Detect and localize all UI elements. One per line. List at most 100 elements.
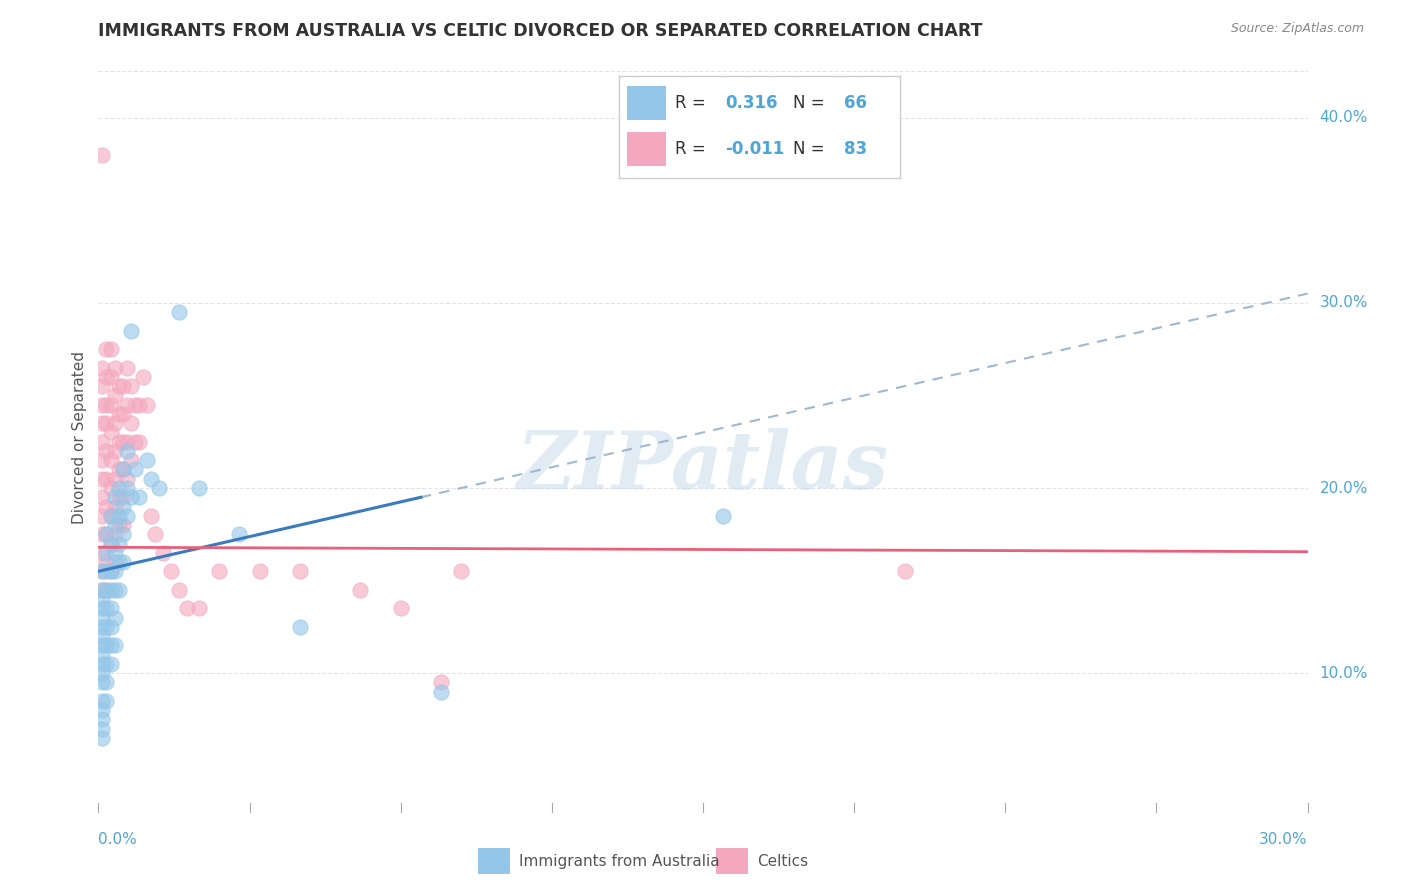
Text: 20.0%: 20.0% <box>1320 481 1368 495</box>
Text: N =: N = <box>793 140 830 158</box>
Point <box>111 462 134 476</box>
Point <box>115 508 138 523</box>
Point <box>124 434 146 449</box>
Point <box>100 657 122 671</box>
Point <box>91 592 114 607</box>
Point <box>111 462 134 476</box>
Point <box>96 527 118 541</box>
Point <box>91 416 114 430</box>
Point <box>111 407 134 421</box>
Point <box>103 360 125 375</box>
Point <box>893 565 915 579</box>
Text: 83: 83 <box>844 140 866 158</box>
Bar <box>478 848 509 874</box>
Point <box>107 481 129 495</box>
Point <box>96 416 118 430</box>
Point <box>91 398 114 412</box>
Point <box>107 518 129 533</box>
Point <box>135 453 157 467</box>
Text: 0.0%: 0.0% <box>98 832 138 847</box>
Point <box>103 639 125 653</box>
Text: -0.011: -0.011 <box>725 140 785 158</box>
Point <box>96 370 118 384</box>
Point <box>349 582 371 597</box>
Point <box>100 425 122 440</box>
Bar <box>627 87 666 120</box>
Point <box>96 500 118 514</box>
Point <box>96 694 118 708</box>
Text: 30.0%: 30.0% <box>1320 295 1368 310</box>
Point <box>91 546 114 560</box>
Point <box>96 546 118 560</box>
Point <box>167 305 190 319</box>
Point <box>103 546 125 560</box>
Point <box>100 508 122 523</box>
Point <box>103 388 125 402</box>
Point <box>103 527 125 541</box>
Point <box>228 527 250 541</box>
Point <box>91 703 114 717</box>
Text: R =: R = <box>675 140 711 158</box>
Point <box>100 565 122 579</box>
Point <box>139 508 162 523</box>
Point <box>107 508 129 523</box>
Bar <box>627 132 666 166</box>
Text: 66: 66 <box>844 94 866 112</box>
Point <box>188 481 211 495</box>
Point <box>430 684 453 698</box>
Point <box>107 379 129 393</box>
Point <box>91 639 114 653</box>
Point <box>107 536 129 550</box>
Point <box>100 342 122 356</box>
Point <box>115 398 138 412</box>
Point <box>103 565 125 579</box>
Point <box>111 434 134 449</box>
Point <box>91 666 114 681</box>
Point <box>450 565 472 579</box>
Text: 40.0%: 40.0% <box>1320 110 1368 125</box>
Text: Immigrants from Australia: Immigrants from Australia <box>519 854 718 869</box>
Point <box>96 472 118 486</box>
Point <box>91 731 114 745</box>
Point <box>100 601 122 615</box>
Text: IMMIGRANTS FROM AUSTRALIA VS CELTIC DIVORCED OR SEPARATED CORRELATION CHART: IMMIGRANTS FROM AUSTRALIA VS CELTIC DIVO… <box>98 22 983 40</box>
Point <box>91 582 114 597</box>
Point <box>152 546 174 560</box>
Point <box>111 490 134 504</box>
Point <box>115 434 138 449</box>
Point <box>143 527 166 541</box>
Point <box>91 147 114 161</box>
Point <box>120 453 142 467</box>
Point <box>107 582 129 597</box>
Point <box>91 694 114 708</box>
Point <box>91 434 114 449</box>
Point <box>100 398 122 412</box>
Point <box>100 620 122 634</box>
Point <box>135 398 157 412</box>
Point <box>120 490 142 504</box>
Point <box>115 360 138 375</box>
Point <box>249 565 271 579</box>
Point <box>96 565 118 579</box>
Point <box>120 416 142 430</box>
Point <box>91 601 114 615</box>
Point <box>91 713 114 727</box>
Y-axis label: Divorced or Separated: Divorced or Separated <box>72 351 87 524</box>
Point <box>103 416 125 430</box>
Point <box>96 342 118 356</box>
Point <box>96 582 118 597</box>
Point <box>96 675 118 690</box>
Point <box>96 555 118 569</box>
Point <box>111 555 134 569</box>
Point <box>107 434 129 449</box>
Point <box>107 555 129 569</box>
Point <box>124 398 146 412</box>
Point <box>91 472 114 486</box>
Point <box>115 481 138 495</box>
Text: R =: R = <box>675 94 711 112</box>
Point <box>96 582 118 597</box>
Text: 30.0%: 30.0% <box>1260 832 1308 847</box>
Point <box>91 508 114 523</box>
Point <box>103 490 125 504</box>
Point <box>100 536 122 550</box>
